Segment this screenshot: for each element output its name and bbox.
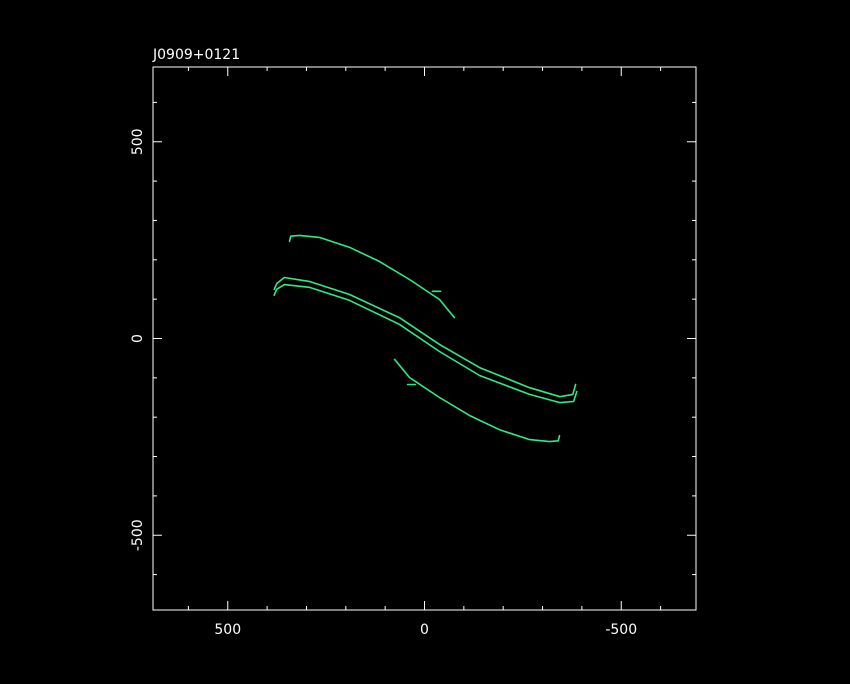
chart-title: J0909+0121 xyxy=(152,47,240,63)
x-tick-label: -500 xyxy=(605,622,637,638)
uv-track xyxy=(273,283,578,404)
uv-track xyxy=(393,358,561,443)
plot-frame xyxy=(152,66,697,611)
x-tick-label: 500 xyxy=(214,622,241,638)
y-tick-label: 0 xyxy=(130,334,146,343)
uv-track xyxy=(273,276,577,398)
y-tick-label: 500 xyxy=(130,128,146,155)
y-tick-label: -500 xyxy=(130,519,146,551)
x-tick-label: 0 xyxy=(420,622,429,638)
uv-track xyxy=(288,234,456,319)
